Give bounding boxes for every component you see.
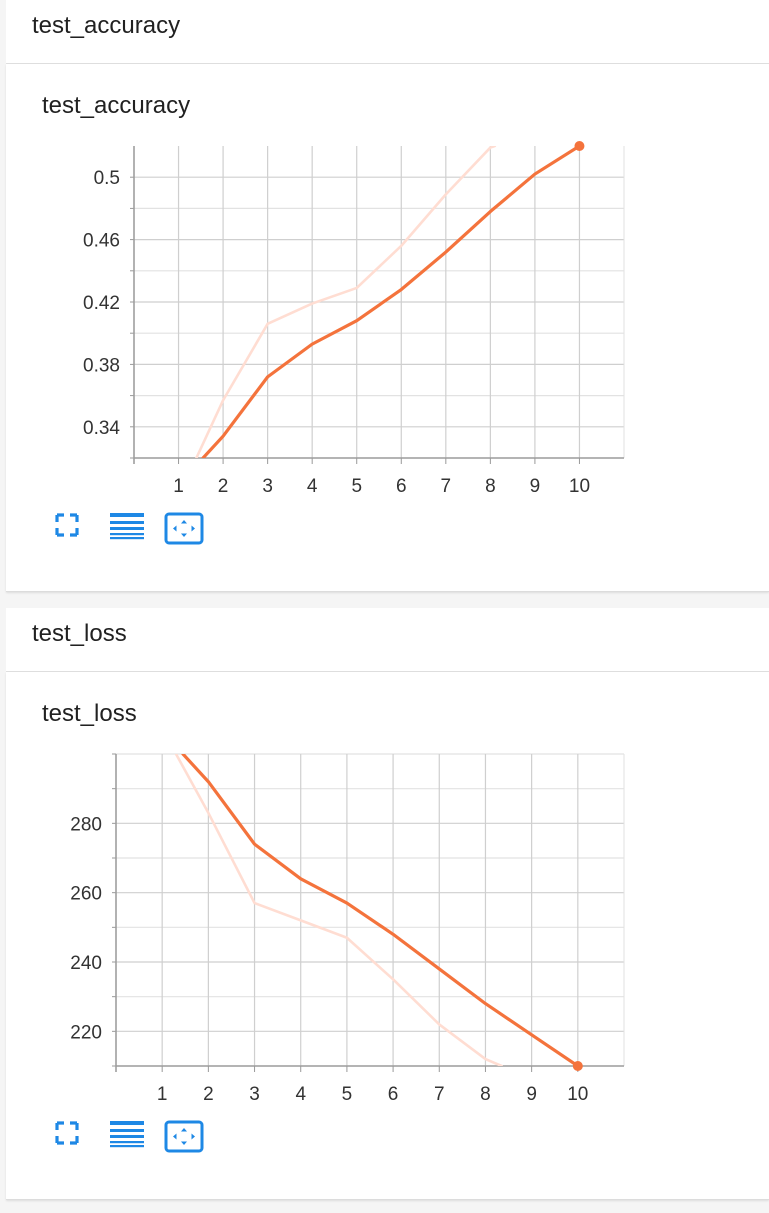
y-tick-label: 220 <box>70 1022 102 1043</box>
x-tick-label: 9 <box>530 476 541 497</box>
accuracy-section-header[interactable]: test_accuracy <box>6 0 769 64</box>
y-tick-label: 0.42 <box>83 293 120 314</box>
x-tick-label: 6 <box>388 1084 399 1105</box>
x-tick-label: 2 <box>218 476 229 497</box>
x-tick-label: 10 <box>569 476 590 497</box>
x-tick-label: 2 <box>203 1084 214 1105</box>
x-tick-label: 5 <box>351 476 362 497</box>
accuracy-chart: 1 2 3 4 5 6 7 8 9 10 0.34 0.38 0.42 0.46 0.5 <box>83 141 625 497</box>
data-table-icon[interactable] <box>110 512 148 546</box>
x-tick-label: 4 <box>307 476 318 497</box>
y-tick-label: 240 <box>70 953 102 974</box>
series-group <box>195 146 582 458</box>
x-tick-label: 1 <box>157 1084 168 1105</box>
x-tick-label: 9 <box>526 1084 537 1105</box>
expand-icon[interactable] <box>54 1120 92 1154</box>
section-title: test_accuracy <box>32 12 181 39</box>
loss-section-header[interactable]: test_loss <box>6 608 769 672</box>
x-tick-label: 7 <box>441 476 452 497</box>
x-tick-label: 7 <box>434 1084 445 1105</box>
smoothed-series-line <box>181 754 580 1066</box>
fit-domain-icon[interactable] <box>164 1120 204 1154</box>
chart-title: test_loss <box>42 700 137 727</box>
x-tick-label: 5 <box>342 1084 353 1105</box>
raw-series-line <box>195 146 497 458</box>
y-tick-label: 0.38 <box>83 355 120 376</box>
x-tick-label: 8 <box>485 476 496 497</box>
x-tick-label: 10 <box>567 1084 588 1105</box>
last-point-marker <box>572 1061 583 1071</box>
loss-chart-card: test_loss 1 2 3 4 5 6 7 8 9 10 220 240 260 280 <box>6 672 769 1200</box>
section-title: test_loss <box>32 620 127 647</box>
chart-title: test_accuracy <box>42 92 191 119</box>
x-tick-label: 1 <box>173 476 184 497</box>
x-tick-label: 6 <box>396 476 407 497</box>
y-tick-label: 0.5 <box>94 168 120 189</box>
accuracy-chart-card: test_accuracy 1 2 3 4 5 6 7 8 9 10 0.34 0.38 0.42 0.4… <box>6 64 769 592</box>
loss-chart: 1 2 3 4 5 6 7 8 9 10 220 240 260 280 <box>70 753 625 1105</box>
y-tick-label: 0.46 <box>83 231 120 252</box>
x-tick-label: 3 <box>249 1084 260 1105</box>
smoothed-series-line <box>201 146 582 458</box>
x-tick-label: 8 <box>480 1084 491 1105</box>
y-tick-label: 280 <box>70 814 102 835</box>
raw-series-line <box>174 754 503 1066</box>
data-table-icon[interactable] <box>110 1120 148 1154</box>
y-tick-label: 0.34 <box>83 418 120 439</box>
x-tick-label: 4 <box>295 1084 306 1105</box>
x-tick-label: 3 <box>262 476 273 497</box>
series-group <box>174 754 580 1066</box>
expand-icon[interactable] <box>54 512 92 546</box>
last-point-marker <box>574 141 585 151</box>
fit-domain-icon[interactable] <box>164 512 204 546</box>
y-tick-label: 260 <box>70 884 102 905</box>
